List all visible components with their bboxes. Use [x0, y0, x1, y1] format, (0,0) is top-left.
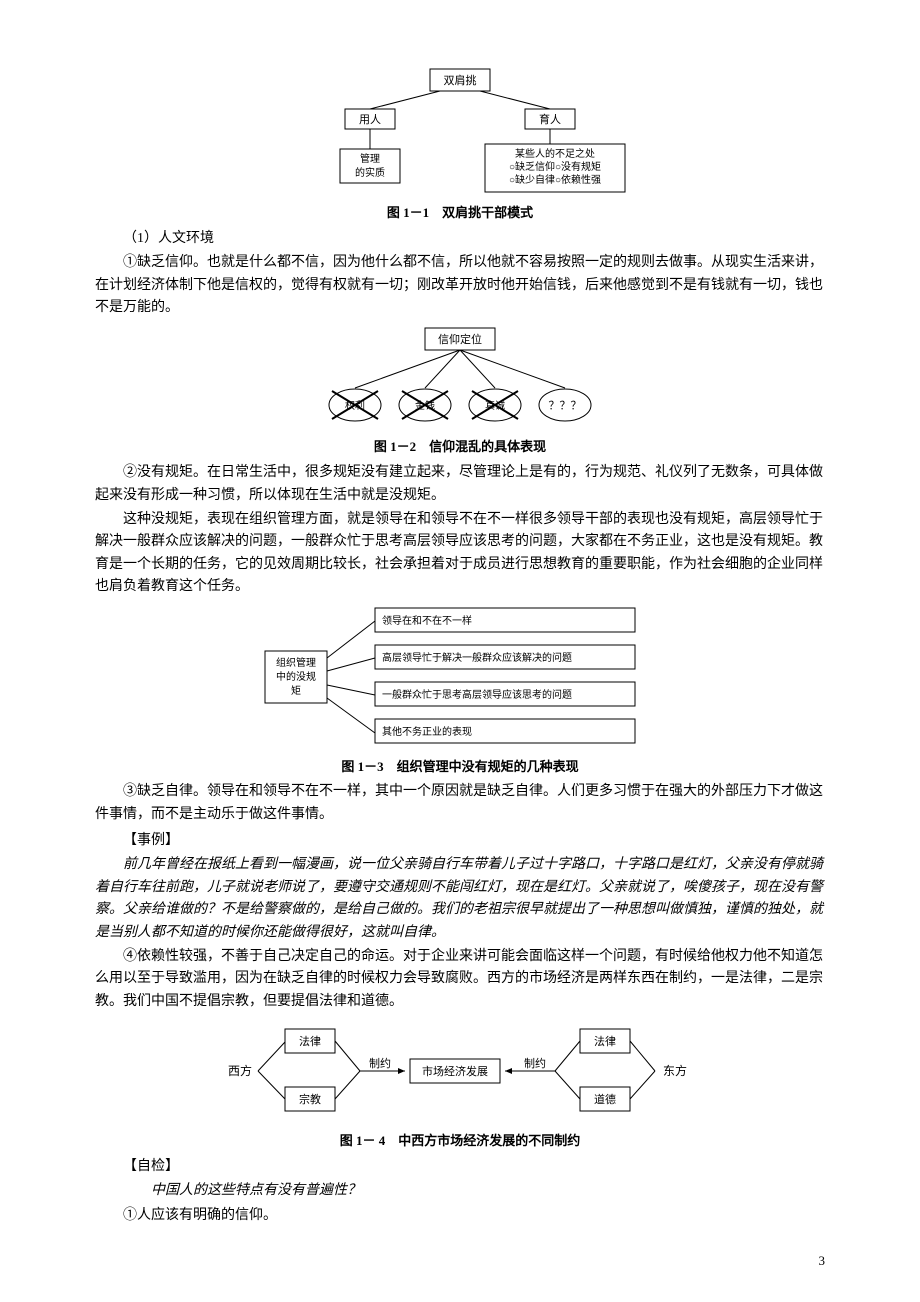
- fig3-caption: 图 1－3 组织管理中没有规矩的几种表现: [95, 757, 825, 778]
- fig3-svg: 组织管理 中的没规 矩 领导在和不在不一样 高层领导忙于解决一般群众应该解决的问…: [260, 603, 660, 753]
- svg-text:其他不务正业的表现: 其他不务正业的表现: [382, 725, 472, 738]
- svg-text:西方: 西方: [228, 1063, 252, 1078]
- page-number: 3: [819, 1251, 826, 1272]
- svg-text:道德: 道德: [594, 1092, 616, 1106]
- svg-text:法律: 法律: [594, 1034, 616, 1048]
- svg-text:信仰定位: 信仰定位: [438, 332, 482, 346]
- svg-text:一般群众忙于思考高层领导应该思考的问题: 一般群众忙于思考高层领导应该思考的问题: [382, 688, 572, 701]
- svg-text:市场经济发展: 市场经济发展: [422, 1064, 488, 1078]
- paragraph-2: ②没有规矩。在日常生活中，很多规矩没有建立起来，尽管理论上是有的，行为规范、礼仪…: [95, 462, 825, 507]
- svg-text:高层领导忙于解决一般群众应该解决的问题: 高层领导忙于解决一般群众应该解决的问题: [382, 651, 572, 664]
- fig2-svg: 信仰定位 权利 金钱 真诚 ？？？: [310, 323, 610, 433]
- svg-text:用人: 用人: [359, 113, 381, 126]
- example-heading: 【事例】: [95, 830, 825, 852]
- svg-text:育人: 育人: [539, 112, 561, 126]
- figure-1-2: 信仰定位 权利 金钱 真诚 ？？？: [95, 323, 825, 433]
- svg-text:制约: 制约: [524, 1057, 546, 1070]
- svg-text:东方: 东方: [663, 1063, 687, 1078]
- figure-1-3: 组织管理 中的没规 矩 领导在和不在不一样 高层领导忙于解决一般群众应该解决的问…: [95, 603, 825, 753]
- figure-1-1: 双肩挑 用人 育人 管理 的实质 某些人的不足之处 ○缺乏信仰○没有规矩 ○缺少…: [95, 64, 825, 199]
- paragraph-5: ④依赖性较强，不善于自己决定自己的命运。对于企业来讲可能会面临这样一个问题，有时…: [95, 946, 825, 1013]
- section-1-heading: （1）人文环境: [95, 228, 825, 250]
- fig4-caption: 图 1－ 4 中西方市场经济发展的不同制约: [95, 1131, 825, 1152]
- selfcheck-heading: 【自检】: [95, 1156, 825, 1178]
- svg-text:宗教: 宗教: [299, 1092, 321, 1106]
- svg-text:制约: 制约: [369, 1057, 391, 1070]
- selfcheck-answer-1: ①人应该有明确的信仰。: [95, 1205, 825, 1227]
- fig4-svg: 西方 法律 宗教 制约 市场经济发展 制约 法律 道德 东方: [220, 1017, 700, 1127]
- svg-text:组织管理: 组织管理: [276, 656, 316, 669]
- selfcheck-question: 中国人的这些特点有没有普遍性？: [95, 1180, 825, 1202]
- svg-text:矩: 矩: [291, 684, 301, 697]
- svg-text:的实质: 的实质: [355, 166, 385, 179]
- fig2-caption: 图 1－2 信仰混乱的具体表现: [95, 437, 825, 458]
- svg-text:双肩挑: 双肩挑: [444, 73, 477, 87]
- svg-text:领导在和不在不一样: 领导在和不在不一样: [382, 614, 472, 627]
- paragraph-1: ①缺乏信仰。也就是什么都不信，因为他什么都不信，所以他就不容易按照一定的规则去做…: [95, 252, 825, 319]
- svg-text:中的没规: 中的没规: [276, 670, 316, 683]
- paragraph-3: 这种没规矩，表现在组织管理方面，就是领导在和领导不在不一样很多领导干部的表现也没…: [95, 509, 825, 599]
- ellipse-1: 权利: [329, 389, 381, 421]
- ellipse-3: 真诚: [469, 389, 521, 421]
- fig1-caption: 图 1－1 双肩挑干部模式: [95, 203, 825, 224]
- ellipse-2: 金钱: [399, 389, 451, 421]
- svg-text:○缺少自律○依赖性强: ○缺少自律○依赖性强: [509, 173, 601, 186]
- svg-text:？？？: ？？？: [549, 400, 582, 412]
- svg-text:○缺乏信仰○没有规矩: ○缺乏信仰○没有规矩: [509, 160, 601, 173]
- paragraph-4: ③缺乏自律。领导在和领导不在不一样，其中一个原因就是缺乏自律。人们更多习惯于在强…: [95, 781, 825, 826]
- example-body: 前几年曾经在报纸上看到一幅漫画，说一位父亲骑自行车带着儿子过十字路口，十字路口是…: [95, 854, 825, 944]
- fig1-svg: 双肩挑 用人 育人 管理 的实质 某些人的不足之处 ○缺乏信仰○没有规矩 ○缺少…: [270, 64, 650, 199]
- figure-1-4: 西方 法律 宗教 制约 市场经济发展 制约 法律 道德 东方: [95, 1017, 825, 1127]
- svg-text:法律: 法律: [299, 1034, 321, 1048]
- svg-text:某些人的不足之处: 某些人的不足之处: [515, 147, 595, 160]
- ellipse-4: ？？？: [539, 389, 591, 421]
- svg-text:管理: 管理: [360, 152, 380, 165]
